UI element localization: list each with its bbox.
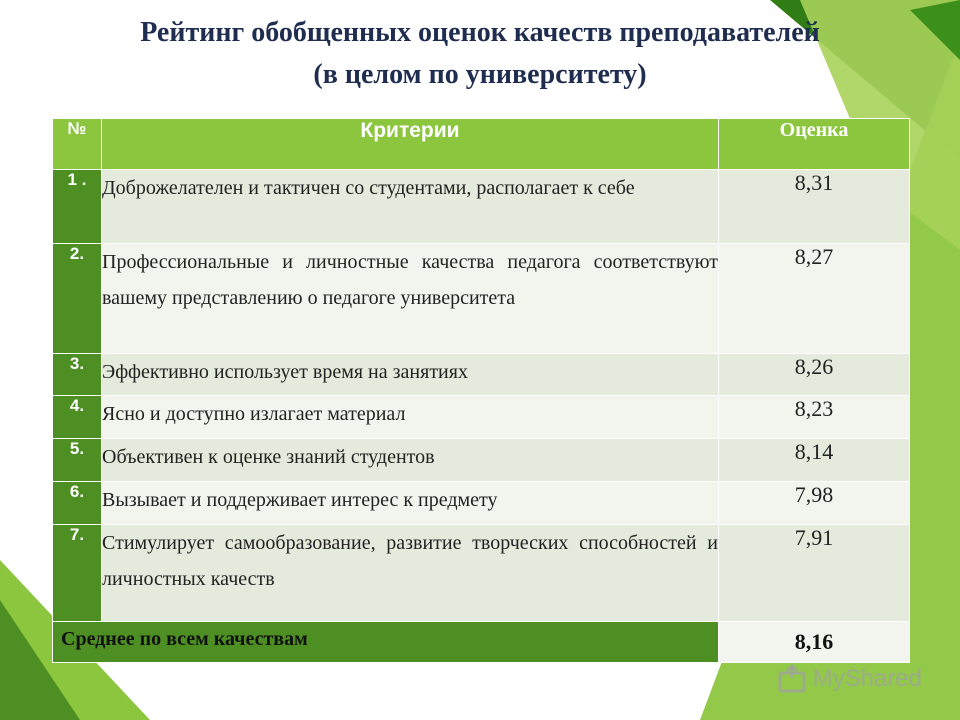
row-num: 2. xyxy=(52,243,102,354)
row-num: 7. xyxy=(52,524,102,622)
table-header-row: № Критерии Оценка xyxy=(52,118,910,170)
table-row: 5. Объективен к оценке знаний студентов … xyxy=(52,438,910,482)
average-label: Среднее по всем качествам xyxy=(52,621,719,663)
slide-title: Рейтинг обобщенных оценок качеств препод… xyxy=(0,14,960,94)
rating-table: № Критерии Оценка 1 . Доброжелателен и т… xyxy=(52,118,910,663)
row-criterion: Ясно и доступно излагает материал xyxy=(101,395,719,439)
slide-title-line-2: (в целом по университету) xyxy=(313,59,647,90)
watermark: MyShared xyxy=(777,664,922,694)
header-score: Оценка xyxy=(718,118,910,170)
header-num: № xyxy=(52,118,102,170)
table-row: 1 . Доброжелателен и тактичен со студент… xyxy=(52,169,910,244)
table-row: 7. Стимулирует самообразование, развитие… xyxy=(52,524,910,622)
row-score: 8,31 xyxy=(718,169,910,244)
row-score: 8,23 xyxy=(718,395,910,439)
row-score: 8,27 xyxy=(718,243,910,354)
row-num: 5. xyxy=(52,438,102,482)
row-score: 7,98 xyxy=(718,481,910,525)
row-num: 6. xyxy=(52,481,102,525)
row-num: 1 . xyxy=(52,169,102,244)
row-criterion: Доброжелателен и тактичен со студентами,… xyxy=(101,169,719,244)
row-criterion: Профессиональные и личностные качества п… xyxy=(101,243,719,354)
row-score: 8,26 xyxy=(718,353,910,396)
row-criterion: Объективен к оценке знаний студентов xyxy=(101,438,719,482)
mysshared-logo-icon xyxy=(778,664,806,693)
average-score: 8,16 xyxy=(718,621,910,663)
slide-title-line-1: Рейтинг обобщенных оценок качеств препод… xyxy=(140,17,820,48)
table-row: 3. Эффективно использует время на заняти… xyxy=(52,353,910,396)
row-criterion: Эффективно использует время на занятиях xyxy=(101,353,719,396)
average-row: Среднее по всем качествам 8,16 xyxy=(52,621,910,663)
header-criteria: Критерии xyxy=(101,118,719,170)
row-score: 8,14 xyxy=(718,438,910,482)
watermark-text: MyShared xyxy=(812,665,922,692)
table-row: 6. Вызывает и поддерживает интерес к пре… xyxy=(52,481,910,525)
table-row: 2. Профессиональные и личностные качеств… xyxy=(52,243,910,354)
table-row: 4. Ясно и доступно излагает материал 8,2… xyxy=(52,395,910,439)
row-num: 3. xyxy=(52,353,102,396)
row-criterion: Стимулирует самообразование, развитие тв… xyxy=(101,524,719,622)
row-num: 4. xyxy=(52,395,102,439)
row-criterion: Вызывает и поддерживает интерес к предме… xyxy=(101,481,719,525)
row-score: 7,91 xyxy=(718,524,910,622)
